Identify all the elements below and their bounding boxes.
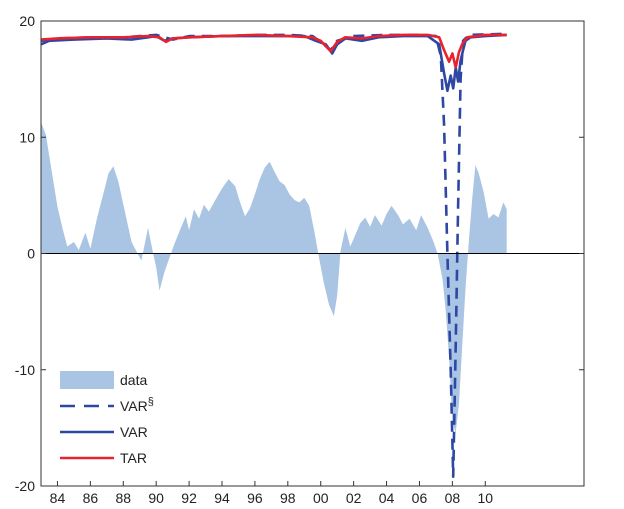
x-tick-label: 98 bbox=[280, 490, 296, 506]
y-tick-label: 20 bbox=[19, 13, 35, 29]
x-tick-label: 86 bbox=[83, 490, 99, 506]
x-tick-label: 92 bbox=[181, 490, 197, 506]
x-tick-label: 84 bbox=[50, 490, 66, 506]
legend-item-data: data bbox=[60, 371, 147, 389]
plot-area bbox=[40, 32, 507, 478]
x-tick-label: 90 bbox=[148, 490, 164, 506]
x-tick-label: 88 bbox=[115, 490, 131, 506]
x-tick-label: 10 bbox=[477, 490, 493, 506]
legend-label-main: VAR bbox=[120, 398, 148, 414]
x-tick-label: 00 bbox=[313, 490, 329, 506]
legend-label: data bbox=[120, 372, 147, 388]
x-tick-label: 06 bbox=[412, 490, 428, 506]
x-tick-label: 08 bbox=[445, 490, 461, 506]
y-tick-label: 10 bbox=[19, 129, 35, 145]
legend-item-var: VAR§ bbox=[60, 396, 154, 414]
legend-item-var: VAR bbox=[60, 424, 148, 440]
axes: -20 -10 0 10 20 84 86 88 90 92 94 96 98 00 02 04 06 08 10 bbox=[15, 13, 585, 506]
y-tick-label: 0 bbox=[27, 246, 35, 262]
legend-label: VAR bbox=[120, 424, 148, 440]
legend-item-tar: TAR bbox=[60, 450, 147, 466]
y-tick-label: -10 bbox=[15, 362, 35, 378]
legend-label-superscript: § bbox=[148, 396, 154, 408]
legend-label: TAR bbox=[120, 450, 147, 466]
x-tick-label: 94 bbox=[214, 490, 230, 506]
series-var-dashed-line bbox=[40, 32, 507, 478]
series-var-line bbox=[40, 33, 507, 93]
y-tick-label: -20 bbox=[15, 478, 35, 494]
series-tar-line bbox=[40, 33, 507, 69]
legend-swatch-data bbox=[60, 371, 114, 389]
series-data-area bbox=[41, 122, 507, 433]
legend-label: VAR§ bbox=[120, 396, 154, 414]
x-tick-label: 96 bbox=[247, 490, 263, 506]
x-tick-label: 04 bbox=[379, 490, 395, 506]
x-tick-label: 02 bbox=[346, 490, 362, 506]
